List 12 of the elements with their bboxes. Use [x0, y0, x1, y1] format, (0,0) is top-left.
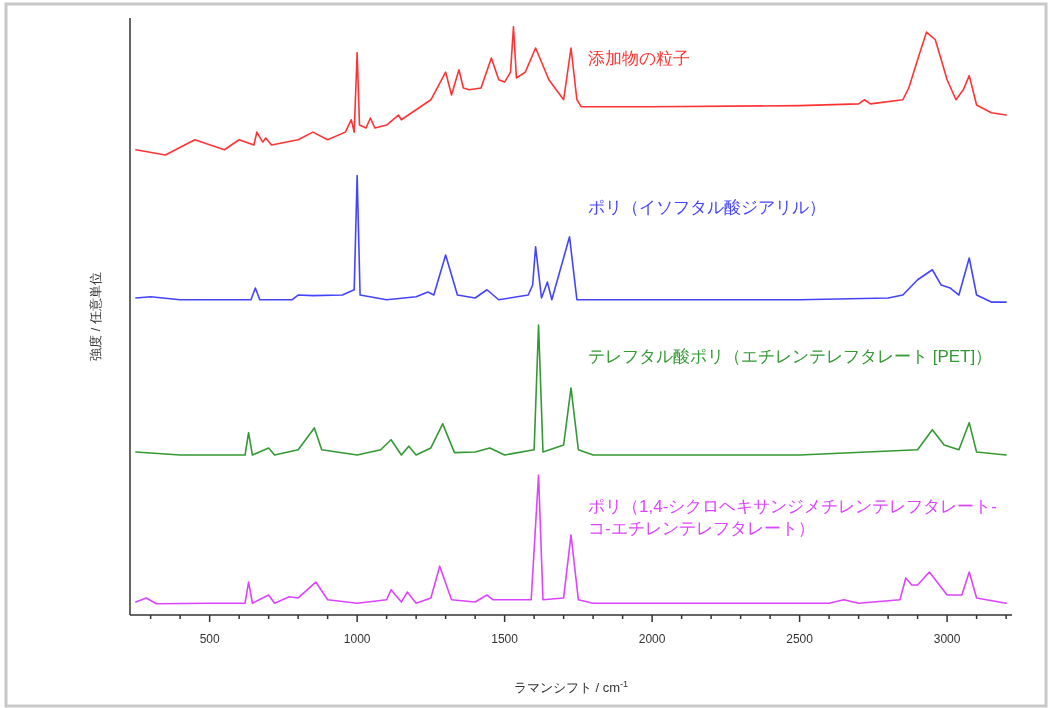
series-label: テレフタル酸ポリ（エチレンテレフタレート [PET]） [588, 347, 993, 367]
x-tick-label: 2500 [786, 632, 814, 646]
series-label: 添加物の粒子 [588, 48, 690, 68]
y-axis-title: 強度 / 任意単位 [88, 272, 103, 361]
series-label: ポリ（イソフタル酸ジアリル） [588, 197, 826, 217]
x-tick-label: 1000 [343, 632, 371, 646]
x-tick-label: 500 [199, 632, 220, 646]
x-tick-label: 3000 [933, 632, 961, 646]
x-tick-label: 1500 [491, 632, 519, 646]
series-label: ポリ（1,4-シクロヘキサンジメチレンテレフタレート-コ-エチレンテレフタレート） [588, 497, 997, 539]
x-axis-title: ラマンシフト / cm$^{-1}$ [513, 679, 629, 695]
x-tick-label: 2000 [638, 632, 666, 646]
